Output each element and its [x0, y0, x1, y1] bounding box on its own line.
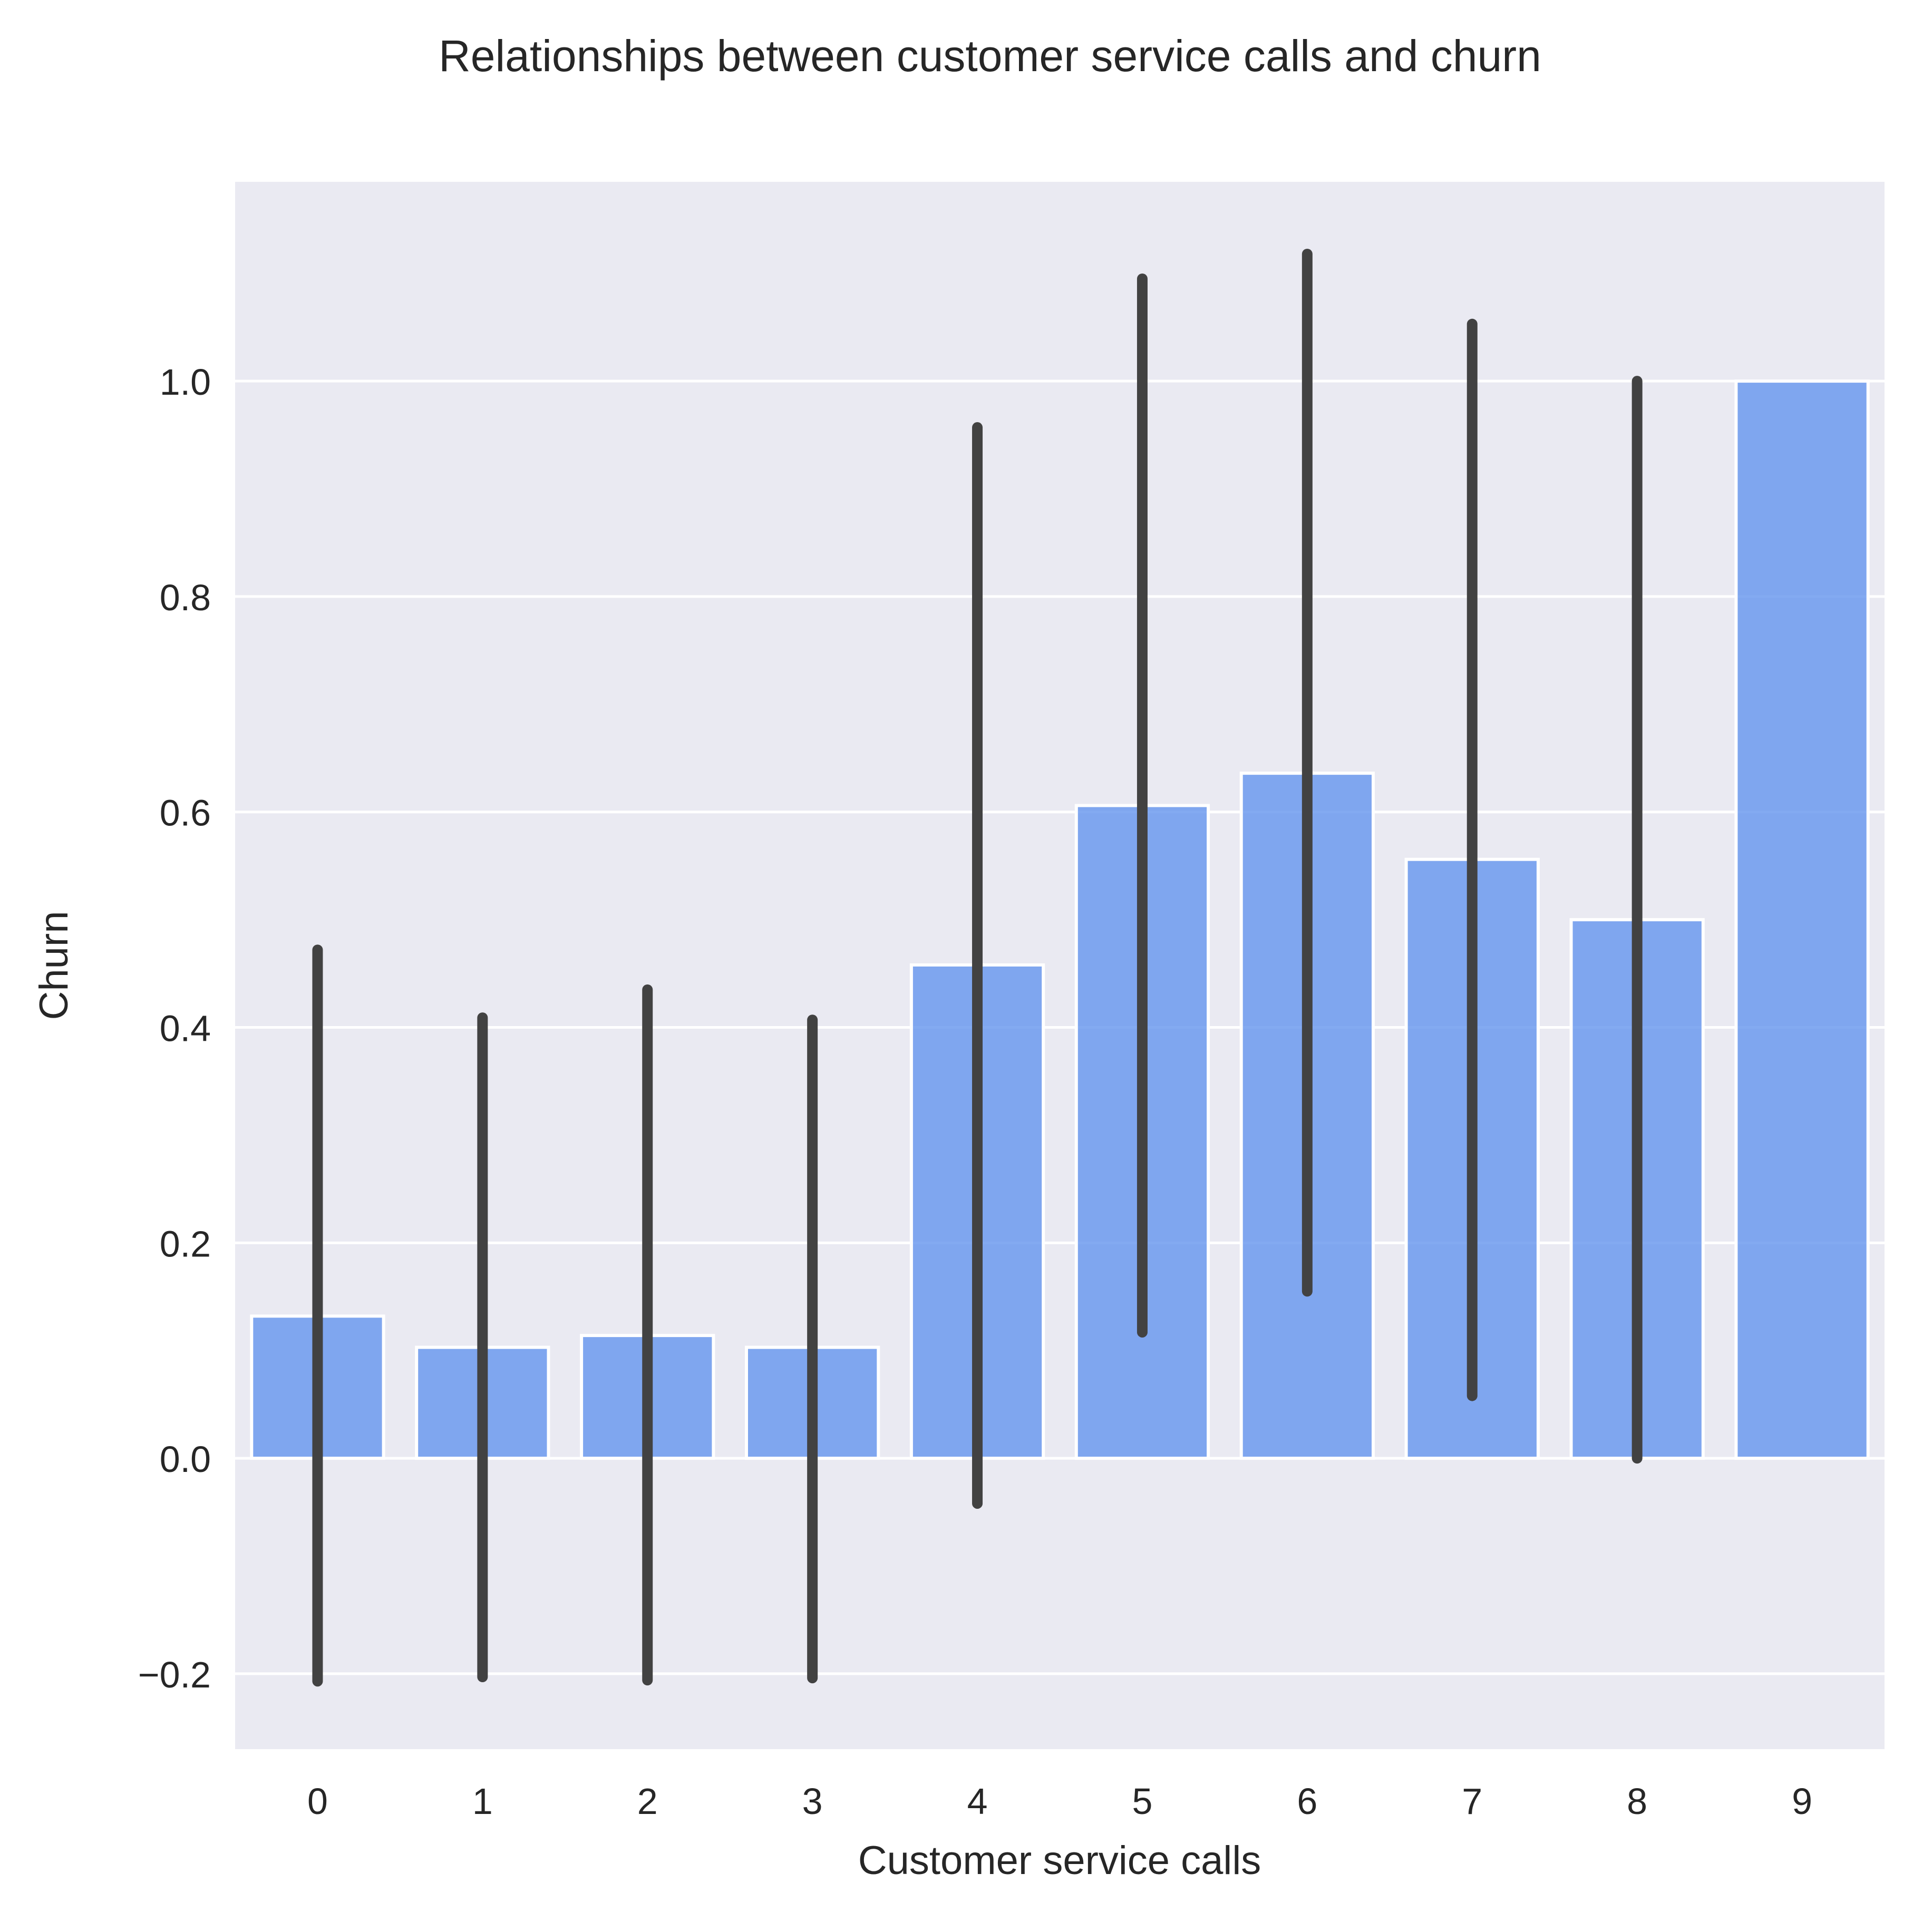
y-tick-labels: −0.2 0.0 0.2 0.4 0.6 0.8 1.0 — [138, 362, 211, 1695]
y-tick-label: 0.8 — [160, 577, 211, 618]
x-tick-label: 8 — [1627, 1781, 1647, 1822]
x-tick-label: 6 — [1297, 1781, 1317, 1822]
x-tick-label: 9 — [1792, 1781, 1812, 1822]
y-tick-label: 0.0 — [160, 1439, 211, 1480]
error-bars — [312, 248, 1643, 1687]
x-tick-label: 5 — [1132, 1781, 1152, 1822]
x-tick-label: 4 — [967, 1781, 988, 1822]
x-tick-label: 0 — [307, 1781, 328, 1822]
y-tick-label: 1.0 — [160, 362, 211, 403]
x-tick-label: 2 — [637, 1781, 658, 1822]
x-tick-label: 7 — [1462, 1781, 1482, 1822]
x-tick-label: 3 — [802, 1781, 823, 1822]
x-tick-labels: 0 1 2 3 4 5 6 7 8 9 — [307, 1781, 1812, 1822]
y-tick-label: 0.4 — [160, 1008, 211, 1049]
y-tick-label: 0.6 — [160, 793, 211, 834]
y-tick-label: 0.2 — [160, 1223, 211, 1264]
chart-title: Relationships between customer service c… — [439, 31, 1541, 81]
y-tick-label: −0.2 — [138, 1654, 211, 1695]
x-tick-label: 1 — [472, 1781, 493, 1822]
y-axis-label: Churn — [32, 911, 76, 1020]
bar-9 — [1734, 379, 1870, 1460]
x-axis-label: Customer service calls — [858, 1838, 1261, 1883]
